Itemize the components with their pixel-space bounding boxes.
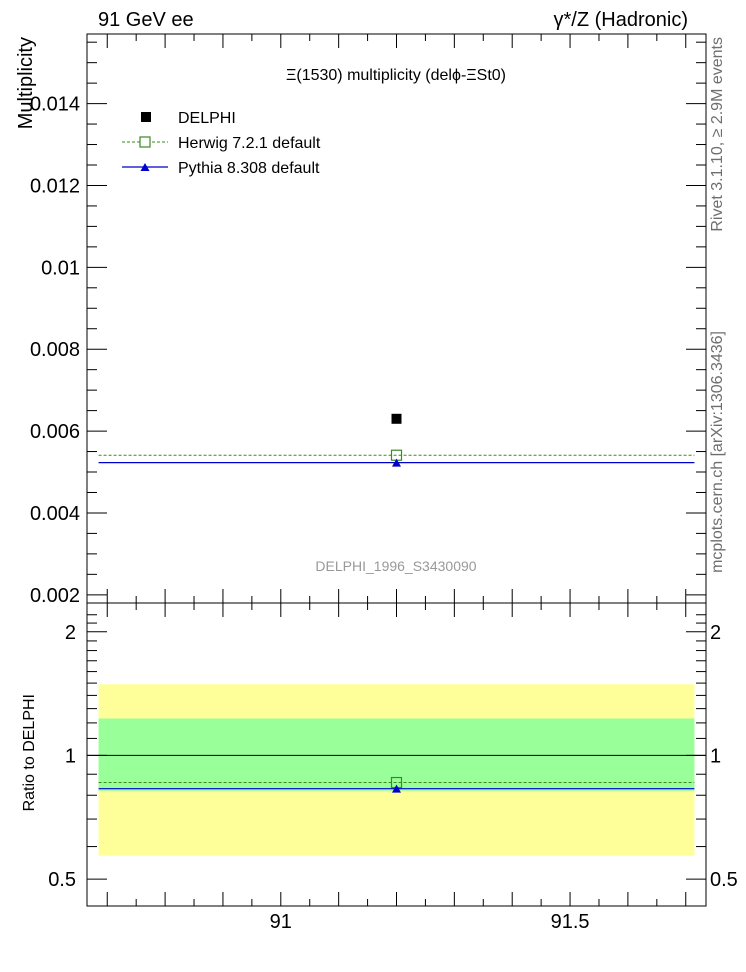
- ratio-y-tick-label-right: 1: [710, 745, 721, 767]
- main-y-tick-label: 0.006: [30, 421, 80, 443]
- header-right: γ*/Z (Hadronic): [554, 9, 688, 31]
- main-tick-layer: 0.002 0.004 0.006 0.008 0.01 0.012 0.014: [30, 34, 706, 607]
- ratio-band-layer: [87, 684, 706, 856]
- main-y-tick-label: 0.01: [41, 257, 80, 279]
- ratio-x-tick-label: 91: [270, 911, 292, 933]
- legend-label: DELPHI: [178, 110, 236, 127]
- ratio-ylabel: Ratio to DELPHI: [21, 694, 38, 811]
- legend-pythia-marker: [140, 163, 150, 171]
- ratio-panel: 91 91.5 0.5 0.5 1 1 2 2 Ratio to DELPHI: [21, 602, 738, 933]
- ratio-y-tick-label: 0.5: [48, 869, 76, 891]
- legend-label: Pythia 8.308 default: [178, 160, 320, 177]
- mcplots-label: mcplots.cern.ch [arXiv:1306.3436]: [709, 331, 726, 573]
- legend-herwig-marker: [139, 136, 151, 148]
- main-title: Ξ(1530) multiplicity (delϕ-ΞSt0): [286, 67, 506, 84]
- legend: DELPHI Herwig 7.2.1 default Pythia 8.308 d…: [122, 110, 321, 177]
- main-ylabel: Multiplicity: [15, 37, 37, 129]
- header-left: 91 GeV ee: [98, 9, 194, 31]
- rivet-label: Rivet 3.1.10, ≥ 2.9M events: [709, 37, 726, 232]
- legend-delphi-marker: [141, 112, 151, 122]
- delphi-marker: [391, 413, 402, 424]
- ratio-x-tick-label: 91.5: [551, 911, 590, 933]
- ratio-series-layer: [98, 776, 695, 793]
- ratio-y-tick-label: 2: [65, 622, 76, 644]
- main-y-tick-label: 0.004: [30, 503, 80, 525]
- main-panel: 0.002 0.004 0.006 0.008 0.01 0.012 0.014 Ξ(153…: [15, 33, 707, 607]
- ratio-frame: [86, 602, 707, 907]
- pythia-marker: [392, 458, 401, 467]
- ratio-pythia-marker: [392, 784, 401, 793]
- main-y-tick-label: 0.002: [30, 585, 80, 607]
- main-y-tick-label: 0.012: [30, 175, 80, 197]
- main-series-layer: [98, 413, 695, 467]
- main-y-tick-label: 0.008: [30, 339, 80, 361]
- legend-label: Herwig 7.2.1 default: [178, 135, 321, 152]
- ratio-y-tick-label-right: 0.5: [710, 869, 738, 891]
- main-y-tick-label: 0.014: [30, 94, 80, 116]
- main-watermark: DELPHI_1996_S3430090: [315, 558, 476, 574]
- ratio-y-tick-label: 1: [65, 745, 76, 767]
- ratio-band-inner: [98, 718, 695, 791]
- ratio-y-tick-label-right: 2: [710, 622, 721, 644]
- ratio-tick-layer: 91 91.5 0.5 0.5 1 1 2 2: [48, 603, 738, 933]
